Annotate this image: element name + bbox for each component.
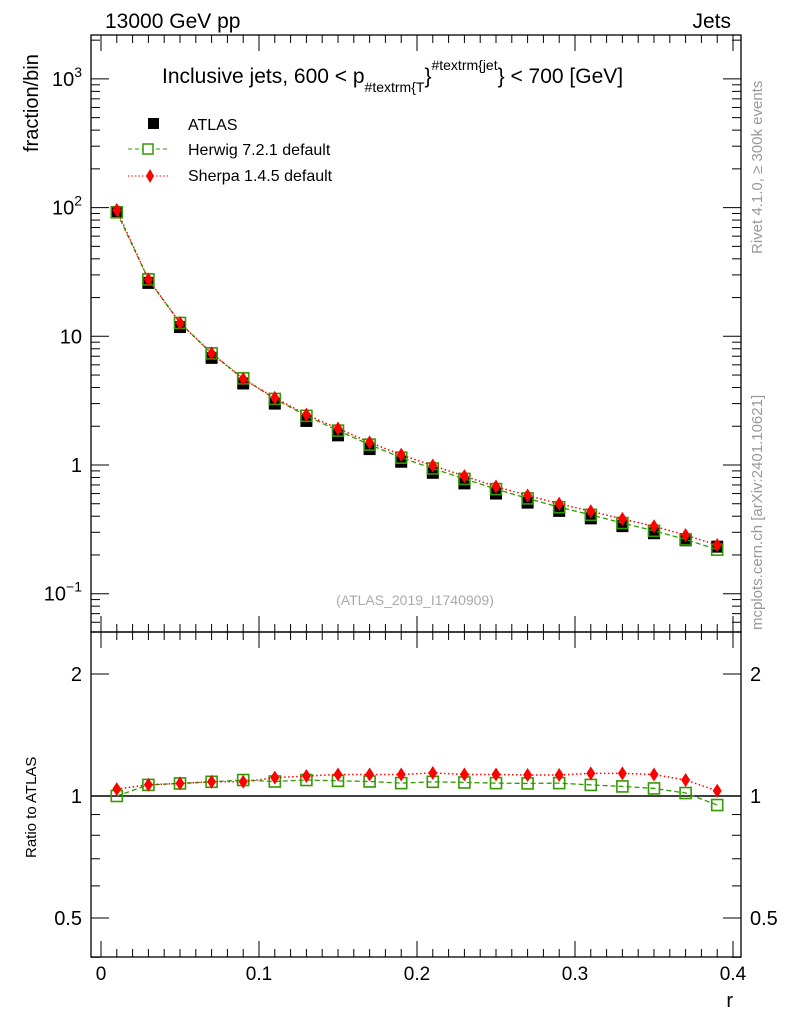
main-sherpa-point — [301, 407, 311, 422]
main-sherpa-point — [365, 435, 375, 450]
ratio-y-axis-label: Ratio to ATLAS — [23, 757, 40, 858]
ratio-sherpa-point — [459, 767, 469, 782]
x-axis-label: r — [726, 990, 733, 1012]
y-tick-label: 1 — [71, 455, 82, 477]
title-tail: } < 700 [GeV] — [498, 65, 624, 88]
header-right: Jets — [692, 10, 731, 33]
legend: ATLAS Herwig 7.2.1 default Sherpa 1.4.5 … — [128, 117, 333, 185]
main-sherpa-point — [143, 272, 153, 287]
x-tick-label: 0 — [96, 964, 107, 985]
main-sherpa-point — [712, 538, 722, 553]
ratio-herwig-point — [616, 780, 629, 793]
header-left: 13000 GeV pp — [105, 10, 240, 33]
ratio-y-tick-label-left: 0.5 — [54, 908, 82, 930]
y-tick-label: 102 — [52, 193, 82, 220]
main-atlas-point — [553, 504, 566, 517]
legend-marker-sherpa — [146, 169, 154, 183]
ratio-sherpa-point — [649, 767, 659, 782]
ratio-y-tick-label-left: 2 — [71, 664, 82, 686]
ratio-y-tick-label-right: 2 — [750, 664, 761, 686]
main-sherpa-point — [112, 203, 122, 218]
ratio-herwig-point — [679, 786, 692, 800]
ratio-sherpa-point — [491, 767, 501, 782]
title-sup: #textrm{jet — [431, 57, 497, 73]
ratio-sherpa-point — [523, 767, 533, 782]
ratio-sherpa-point — [396, 767, 406, 782]
ratio-sherpa-line — [116, 772, 718, 792]
ratio-sherpa-point — [270, 770, 280, 785]
main-sherpa-point — [238, 371, 248, 386]
main-sherpa-point — [270, 390, 280, 405]
ratio-sherpa-point — [112, 782, 122, 797]
side-text-rivet: Rivet 4.1.0, ≥ 300k events — [749, 81, 766, 254]
main-sherpa-point — [396, 447, 406, 462]
main-atlas-point — [584, 512, 597, 525]
side-text-mcplots: mcplots.cern.ch [arXiv:2401.10621] — [749, 395, 766, 630]
ratio-sherpa-point — [681, 773, 691, 788]
ratio-sherpa-point — [143, 777, 153, 792]
ratio-sherpa-point — [238, 774, 248, 789]
main-atlas-point — [521, 496, 534, 509]
main-sherpa-point — [333, 421, 343, 436]
main-sherpa-point — [523, 488, 533, 503]
legend-label-atlas: ATLAS — [188, 117, 238, 134]
y-axis-label: fraction/bin — [21, 54, 43, 152]
main-sherpa-point — [459, 469, 469, 484]
ratio-sherpa-point — [207, 774, 217, 789]
main-sherpa-point — [175, 315, 185, 330]
title-mid: } — [424, 65, 431, 88]
chart-title: Inclusive jets, 600 < p#textrm{T}#textrm… — [162, 57, 623, 95]
ratio-herwig-point — [647, 782, 661, 795]
main-sherpa-line — [116, 209, 718, 546]
legend-marker-herwig — [142, 143, 154, 155]
title-sub: #textrm{T — [365, 79, 425, 95]
y-tick-label: 103 — [52, 64, 82, 91]
main-sherpa-point — [649, 519, 659, 534]
main-sherpa-point — [491, 479, 501, 494]
legend-label-herwig: Herwig 7.2.1 default — [188, 142, 331, 159]
y-tick-label: 10−1 — [44, 579, 82, 606]
ratio-sherpa-point — [586, 766, 596, 781]
ratio-sherpa-point — [365, 767, 375, 782]
main-sherpa-point — [586, 504, 596, 519]
ratio-frame — [90, 631, 742, 958]
ratio-sherpa-point — [175, 776, 185, 791]
ratio-sherpa-point — [712, 783, 722, 798]
ratio-herwig-point — [710, 798, 724, 812]
ratio-y-tick-label-left: 1 — [71, 786, 82, 808]
main-sherpa-point — [617, 511, 627, 526]
main-sherpa-point — [428, 458, 438, 473]
ratio-y-tick-label-right: 0.5 — [750, 908, 778, 930]
main-herwig-line — [116, 211, 718, 551]
x-tick-label: 0.3 — [562, 964, 588, 985]
ratio-sherpa-point — [301, 769, 311, 784]
ratio-sherpa-point — [428, 765, 438, 780]
x-tick-label: 0.4 — [720, 964, 747, 985]
title-main: Inclusive jets, 600 < p — [162, 65, 365, 88]
ratio-y-tick-label-right: 1 — [750, 786, 761, 808]
ratio-sherpa-point — [554, 767, 564, 782]
x-tick-label: 0.1 — [246, 964, 272, 985]
legend-marker-atlas — [148, 118, 159, 129]
ratio-sherpa-point — [617, 766, 627, 781]
x-tick-label: 0.2 — [404, 964, 430, 985]
main-sherpa-point — [207, 346, 217, 361]
y-tick-label: 10 — [60, 326, 82, 348]
ratio-sherpa-point — [333, 767, 343, 782]
data-marks — [110, 203, 724, 812]
main-sherpa-point — [554, 496, 564, 511]
main-sherpa-point — [681, 528, 691, 543]
watermark: (ATLAS_2019_I1740909) — [336, 592, 494, 608]
legend-label-sherpa: Sherpa 1.4.5 default — [188, 168, 333, 185]
